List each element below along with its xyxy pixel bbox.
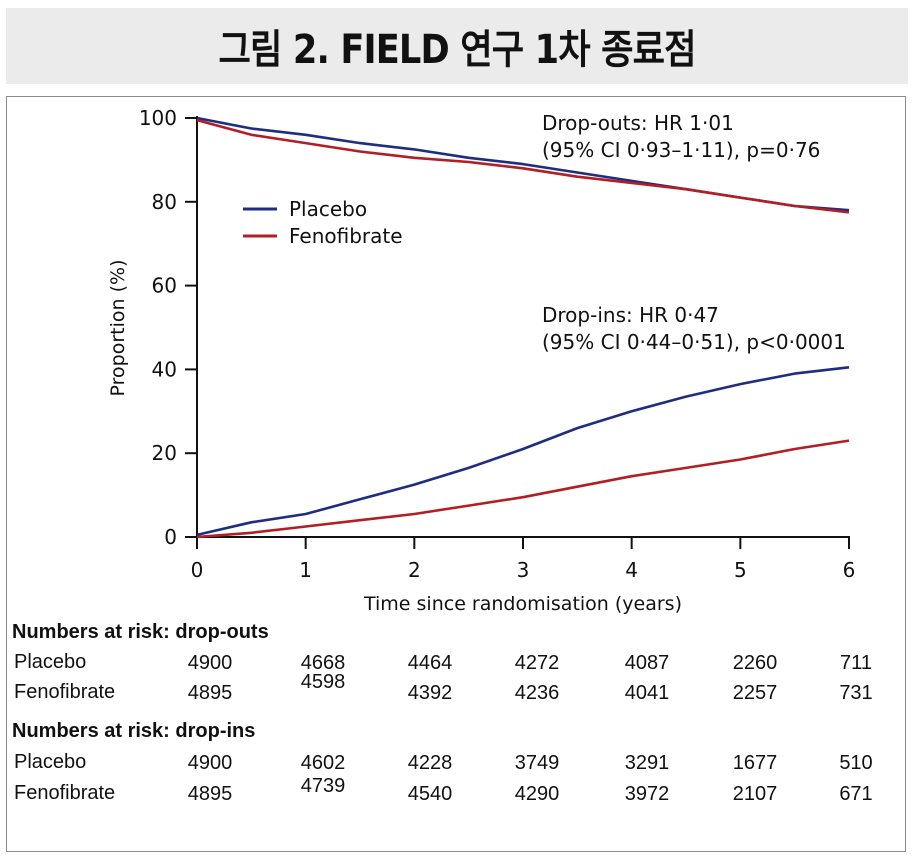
- risk-value: 3749: [514, 752, 560, 774]
- x-tick-label: 2: [408, 558, 421, 582]
- risk-value: 1677: [732, 752, 778, 774]
- risk-value: 4900: [187, 752, 233, 774]
- risk-value: 4668: [300, 652, 346, 674]
- risk-table-title: Numbers at risk: drop-ins: [12, 720, 256, 742]
- annotation-dropins-hr: Drop-ins: HR 0·47: [542, 303, 719, 327]
- y-tick-label: 0: [164, 525, 177, 549]
- legend-label-placebo: Placebo: [289, 197, 367, 221]
- series-line-drop-ins-fenofibrate: [196, 439, 850, 539]
- risk-value: 4041: [624, 682, 670, 704]
- series-line-drop-ins-placebo: [196, 366, 850, 537]
- y-tick-label: 80: [152, 190, 177, 214]
- risk-value: 731: [839, 682, 873, 704]
- risk-row-label: Placebo: [14, 751, 87, 773]
- risk-value: 4739: [300, 775, 346, 797]
- series-line-drop-outs-fenofibrate: [196, 118, 850, 214]
- risk-value: 4895: [187, 783, 233, 805]
- risk-row-label: Placebo: [14, 651, 87, 673]
- risk-value: 4272: [514, 652, 560, 674]
- page-title: 그림 2. FIELD 연구 1차 종료점: [218, 27, 696, 73]
- title-bar: 그림 2. FIELD 연구 1차 종료점: [6, 8, 908, 84]
- risk-value: 4464: [407, 652, 453, 674]
- y-axis-label: Proportion (%): [107, 260, 129, 397]
- risk-value: 2107: [732, 783, 778, 805]
- risk-value: 2260: [732, 652, 778, 674]
- x-tick-label: 1: [299, 558, 312, 582]
- y-tick-label: 60: [152, 274, 177, 298]
- y-tick-label: 100: [139, 106, 177, 130]
- x-tick-label: 0: [191, 558, 204, 582]
- risk-value: 671: [839, 783, 873, 805]
- risk-value: 3291: [624, 752, 670, 774]
- annotation-dropouts-ci: (95% CI 0·93–1·11), p=0·76: [542, 138, 820, 162]
- x-tick-label: 4: [625, 558, 638, 582]
- risk-value: 4087: [624, 652, 670, 674]
- legend-label-fenofibrate: Fenofibrate: [289, 224, 403, 248]
- risk-value: 2257: [732, 682, 778, 704]
- annotation-dropins-ci: (95% CI 0·44–0·51), p<0·0001: [542, 330, 846, 354]
- risk-row-label: Fenofibrate: [14, 681, 116, 703]
- risk-value: 4236: [514, 682, 560, 704]
- risk-value: 4540: [407, 783, 453, 805]
- risk-value: 3972: [624, 783, 670, 805]
- annotation-dropouts-hr: Drop-outs: HR 1·01: [542, 111, 734, 135]
- figure-panel: [6, 96, 906, 852]
- risk-value: 510: [839, 752, 873, 774]
- risk-value: 4598: [300, 671, 346, 693]
- risk-value: 711: [840, 652, 872, 674]
- y-tick-label: 20: [152, 441, 177, 465]
- x-axis-label: Time since randomisation (years): [363, 593, 682, 615]
- y-tick-label: 40: [152, 357, 177, 381]
- risk-value: 4392: [407, 682, 453, 704]
- risk-row-label: Fenofibrate: [14, 782, 116, 804]
- risk-value: 4228: [407, 752, 453, 774]
- risk-value: 4602: [300, 752, 346, 774]
- risk-value: 4895: [187, 682, 233, 704]
- x-tick-label: 5: [734, 558, 747, 582]
- risk-value: 4900: [187, 652, 233, 674]
- x-tick-label: 3: [517, 558, 530, 582]
- risk-value: 4290: [514, 783, 560, 805]
- risk-table-title: Numbers at risk: drop-outs: [12, 621, 269, 643]
- x-tick-label: 6: [843, 558, 856, 582]
